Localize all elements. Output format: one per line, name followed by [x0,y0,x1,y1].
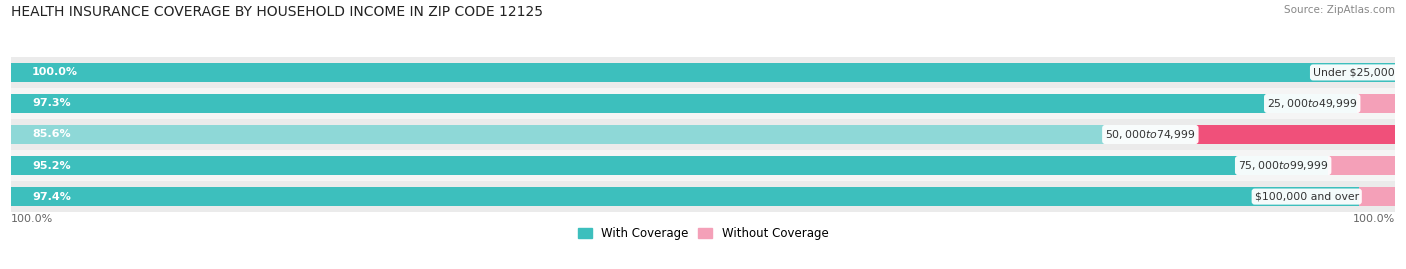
Text: Under $25,000: Under $25,000 [1313,68,1395,77]
Bar [11,187,1358,206]
Bar [1357,94,1395,113]
Bar [11,181,1395,212]
Bar [11,150,1395,181]
Text: $50,000 to $74,999: $50,000 to $74,999 [1105,128,1195,141]
Text: 97.3%: 97.3% [32,98,70,108]
Bar [1358,187,1395,206]
Text: HEALTH INSURANCE COVERAGE BY HOUSEHOLD INCOME IN ZIP CODE 12125: HEALTH INSURANCE COVERAGE BY HOUSEHOLD I… [11,5,543,19]
Bar [11,125,1195,144]
Text: 100.0%: 100.0% [11,214,53,224]
Text: 100.0%: 100.0% [1353,214,1395,224]
Bar [11,63,1395,82]
Text: Source: ZipAtlas.com: Source: ZipAtlas.com [1284,5,1395,15]
Text: 85.6%: 85.6% [32,129,70,140]
Text: 100.0%: 100.0% [32,68,77,77]
Text: $100,000 and over: $100,000 and over [1254,192,1358,201]
Bar [11,94,1357,113]
Text: $25,000 to $49,999: $25,000 to $49,999 [1267,97,1357,110]
Text: 95.2%: 95.2% [32,161,70,171]
Bar [11,156,1329,175]
Bar [1329,156,1395,175]
Legend: With Coverage, Without Coverage: With Coverage, Without Coverage [572,222,834,245]
Bar [11,57,1395,88]
Bar [1195,125,1395,144]
Text: $75,000 to $99,999: $75,000 to $99,999 [1239,159,1329,172]
Text: 97.4%: 97.4% [32,192,70,201]
Bar [11,119,1395,150]
Bar [11,88,1395,119]
